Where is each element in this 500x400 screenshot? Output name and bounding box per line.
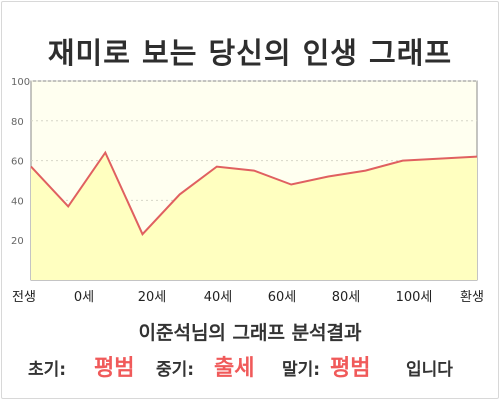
x-axis-ticks: 전생 0세 20세 40세 60세 80세 100세 환생 [12,290,484,305]
y-tick-label: 40 [11,196,24,207]
mid-value: 출세 [214,356,255,381]
mid-label: 중기: [156,360,195,380]
y-tick-label: 20 [11,236,24,247]
y-tick-label: 100 [11,77,30,88]
x-tick-label: 40세 [204,290,233,305]
y-axis-ticks: 100 80 60 40 20 [11,77,30,247]
x-tick-label: 100세 [396,290,433,305]
area-fill [31,152,477,280]
page-title: 재미로 보는 당신의 인생 그래프 [47,36,453,70]
x-tick-label: 20세 [138,290,167,305]
x-tick-label: 환생 [460,290,484,305]
early-value: 평범 [94,356,135,381]
y-tick-label: 80 [11,117,24,128]
x-tick-label: 60세 [268,290,297,305]
analysis-result: 초기: 평범 중기: 출세 말기: 평범 입니다 [28,347,488,381]
x-tick-label: 전생 [12,290,36,305]
x-tick-label: 80세 [332,290,361,305]
late-value: 평범 [330,356,371,381]
series-line [30,150,478,236]
y-tick-label: 60 [11,157,24,168]
early-label: 초기: [28,360,67,380]
analysis-summary: 이준석님의 그래프 분석결과 [138,322,362,344]
result-suffix: 입니다 [406,360,453,380]
x-tick-label: 0세 [74,290,94,305]
late-label: 말기: [282,360,321,380]
